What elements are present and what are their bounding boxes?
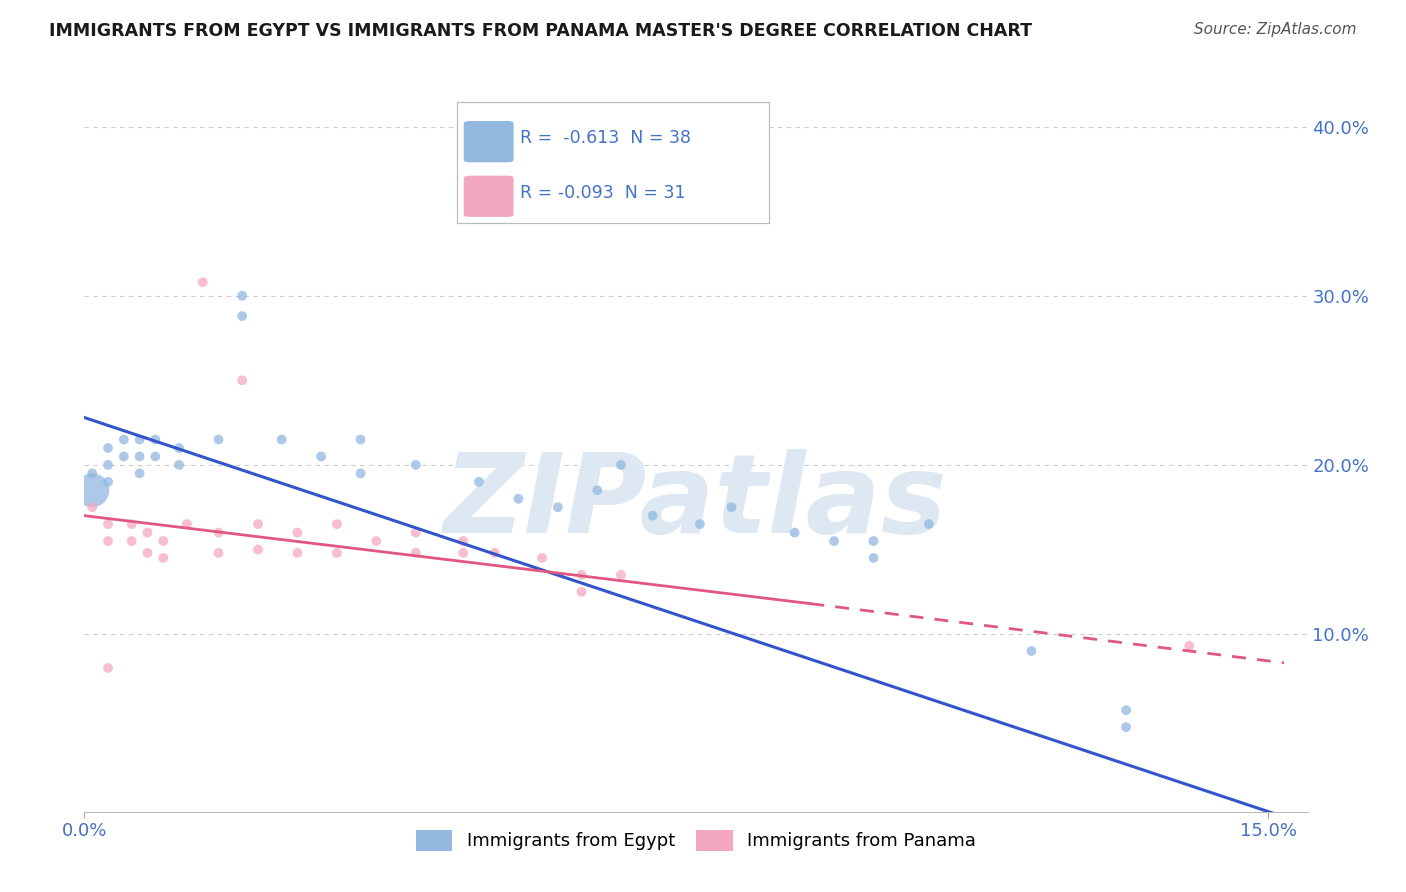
Point [231, 373, 253, 387]
Text: Source: ZipAtlas.com: Source: ZipAtlas.com [1194, 22, 1357, 37]
Point [531, 551, 554, 566]
Point [152, 534, 174, 549]
Point [97, 458, 120, 472]
Point [152, 551, 174, 566]
Point [783, 525, 806, 540]
Point [191, 275, 214, 289]
Point [112, 433, 135, 447]
Point [167, 458, 190, 472]
Point [918, 517, 941, 532]
Point [97, 534, 120, 549]
Point [405, 525, 427, 540]
Point [862, 551, 884, 566]
Point [176, 517, 198, 532]
Point [571, 584, 593, 599]
Point [326, 546, 349, 560]
Point [405, 458, 427, 472]
Point [136, 546, 159, 560]
Point [246, 542, 269, 557]
Point [571, 567, 593, 582]
Point [720, 500, 742, 515]
Point [641, 508, 664, 523]
Point [484, 546, 506, 560]
Point [270, 433, 292, 447]
Point [82, 500, 104, 515]
Point [207, 546, 229, 560]
Point [128, 450, 150, 464]
Point [451, 546, 474, 560]
Point [586, 483, 609, 498]
Point [547, 500, 569, 515]
Point [231, 309, 253, 323]
Point [121, 517, 143, 532]
Point [508, 491, 530, 506]
Point [207, 433, 229, 447]
Point [82, 467, 104, 481]
Point [97, 517, 120, 532]
Y-axis label: Master's Degree: Master's Degree [0, 376, 8, 512]
Point [128, 467, 150, 481]
Point [326, 517, 349, 532]
Point [82, 483, 104, 498]
Point [287, 546, 309, 560]
Text: ZIPatlas: ZIPatlas [444, 450, 948, 556]
Point [823, 534, 845, 549]
Point [128, 433, 150, 447]
Point [136, 525, 159, 540]
Point [121, 534, 143, 549]
Point [1021, 644, 1043, 658]
Point [468, 475, 491, 489]
Point [610, 458, 633, 472]
Point [309, 450, 332, 464]
Point [366, 534, 388, 549]
Point [1115, 720, 1137, 734]
Point [97, 661, 120, 675]
Point [207, 525, 229, 540]
Point [145, 450, 167, 464]
Point [145, 433, 167, 447]
Point [405, 546, 427, 560]
Point [97, 475, 120, 489]
Point [1178, 639, 1201, 653]
Point [97, 441, 120, 455]
Point [610, 567, 633, 582]
Point [231, 289, 253, 303]
Point [167, 441, 190, 455]
Point [1115, 703, 1137, 717]
Point [349, 433, 371, 447]
Point [112, 450, 135, 464]
Text: IMMIGRANTS FROM EGYPT VS IMMIGRANTS FROM PANAMA MASTER'S DEGREE CORRELATION CHAR: IMMIGRANTS FROM EGYPT VS IMMIGRANTS FROM… [49, 22, 1032, 40]
Point [451, 534, 474, 549]
Point [246, 517, 269, 532]
Legend: Immigrants from Egypt, Immigrants from Panama: Immigrants from Egypt, Immigrants from P… [409, 822, 983, 858]
Point [862, 534, 884, 549]
Point [349, 467, 371, 481]
Point [689, 517, 711, 532]
Point [287, 525, 309, 540]
